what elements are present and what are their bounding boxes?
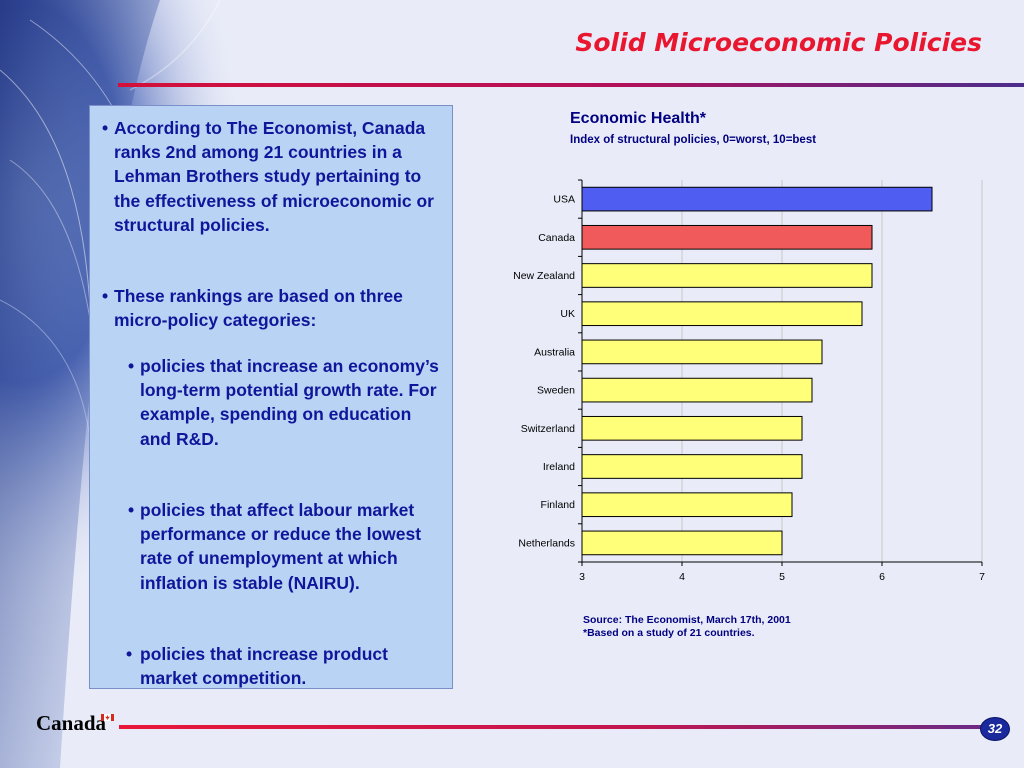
bar-netherlands [581, 530, 783, 556]
bar-finland [581, 492, 793, 518]
bar-new-zealand [581, 263, 873, 288]
sub-bullet-text: policies that increase an economy’s long… [140, 356, 439, 449]
bullet-text: According to The Economist, Canada ranks… [114, 118, 434, 235]
category-label: Switzerland [521, 423, 575, 435]
sub-bullet-text: policies that affect labour market perfo… [140, 500, 422, 593]
category-label: USA [553, 194, 575, 206]
text-panel: • According to The Economist, Canada ran… [89, 105, 453, 689]
chart-subtitle: Index of structural policies, 0=worst, 1… [570, 134, 817, 146]
sub-bullet-item: • policies that increase product market … [126, 642, 440, 690]
bar-ireland [581, 454, 803, 479]
x-tick-label: 4 [679, 571, 685, 583]
category-label: Australia [534, 346, 575, 358]
x-tick-label: 7 [979, 571, 985, 583]
title-divider [118, 83, 1024, 87]
chart-title: Economic Health* [570, 110, 707, 127]
category-label: Canada [538, 232, 575, 244]
category-label: Netherlands [518, 537, 575, 549]
sub-bullet-item: • policies that increase an economy’s lo… [128, 354, 440, 451]
bullet-glyph: • [128, 500, 135, 520]
chart-footnote: *Based on a study of 21 countries. [583, 627, 755, 639]
bullet-text: These rankings are based on three micro-… [114, 286, 403, 331]
bar-canada [581, 224, 873, 250]
bar-sweden [581, 377, 813, 403]
bar-australia [581, 339, 823, 365]
category-label: UK [560, 308, 575, 320]
bar-uk [581, 301, 863, 327]
bar-chart: 3 4 5 6 7 USA Canada New Zealand UK Australia Swed… [513, 179, 985, 583]
category-label: Ireland [543, 461, 575, 473]
chart-source-note: Source: The Economist, March 17th, 2001 [583, 614, 791, 626]
bar-usa [581, 186, 933, 212]
bar-switzerland [581, 415, 803, 441]
footer-divider [119, 725, 985, 729]
slide-title: Solid Microeconomic Policies [575, 28, 982, 57]
bullet-glyph: • [102, 118, 109, 138]
category-label: New Zealand [513, 270, 575, 282]
x-tick-label: 6 [879, 571, 885, 583]
sub-bullet-text: policies that increase product market co… [140, 644, 388, 689]
bullet-glyph: • [102, 286, 109, 306]
category-label: Finland [541, 499, 576, 511]
page-number-badge: 32 [980, 717, 1010, 741]
bullet-glyph: • [126, 644, 133, 664]
bullet-item: • According to The Economist, Canada ran… [102, 116, 446, 237]
bullet-glyph: • [128, 356, 135, 376]
x-tick-label: 3 [579, 571, 585, 583]
canada-flag-icon [101, 714, 114, 721]
x-tick-label: 5 [779, 571, 785, 583]
sub-bullet-item: • policies that affect labour market per… [128, 498, 440, 595]
category-label: Sweden [537, 385, 575, 397]
canada-wordmark: Canada [36, 711, 107, 735]
bullet-item: • These rankings are based on three micr… [102, 284, 446, 332]
